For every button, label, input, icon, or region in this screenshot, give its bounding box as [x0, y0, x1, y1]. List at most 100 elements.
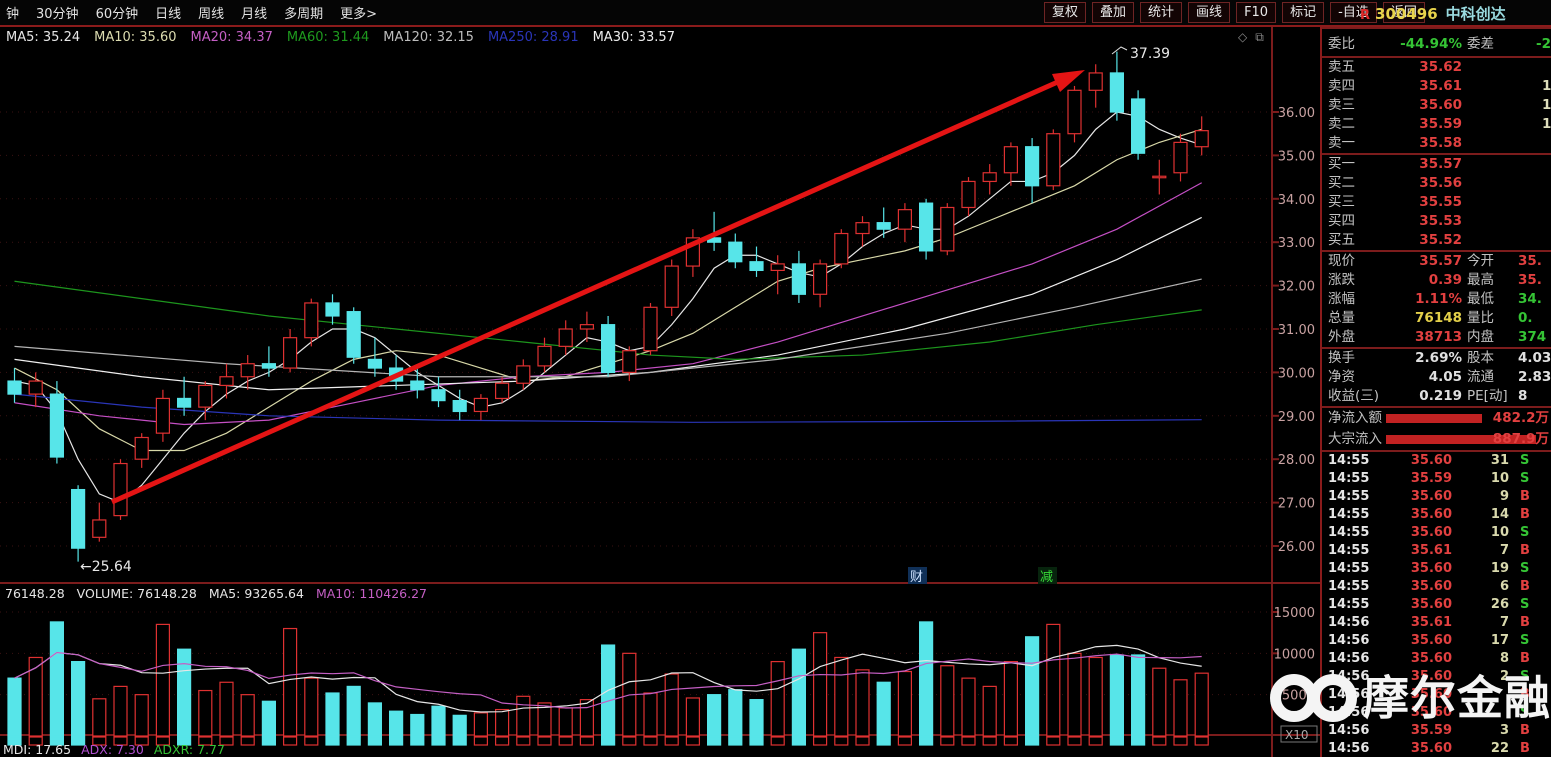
- info-label: 外盘: [1328, 329, 1355, 345]
- tick-volume: 19: [1490, 561, 1509, 576]
- toolbar-button-0[interactable]: 复权: [1044, 2, 1087, 23]
- info-value: 76148: [1415, 310, 1462, 326]
- info-label-2: 内盘: [1467, 329, 1494, 345]
- panel-row: 涨幅 1.11% 最低 34.: [1322, 290, 1551, 309]
- panel-row: 卖五 35.62: [1322, 58, 1551, 77]
- ask-qty: 1: [1542, 78, 1551, 94]
- lower-pane-bar: [113, 736, 128, 746]
- period-tab-2[interactable]: 60分钟: [95, 7, 139, 22]
- lower-pane-bar: [664, 736, 679, 746]
- candle-body: [240, 363, 255, 378]
- volume-bar: [1109, 654, 1125, 737]
- candle-body: [1024, 146, 1040, 187]
- volume-bar: [473, 712, 488, 737]
- volume-bar: [495, 708, 510, 737]
- toolbar-button-5[interactable]: 标记: [1282, 2, 1325, 23]
- lower-pane-bar: [600, 736, 616, 746]
- candle-body: [28, 380, 43, 395]
- toolbar-button-1[interactable]: 叠加: [1092, 2, 1135, 23]
- candle-body: [1109, 72, 1125, 113]
- volume-bar: [1088, 656, 1103, 737]
- window-icon[interactable]: ⧉: [1255, 30, 1264, 44]
- period-tab-0[interactable]: 钟: [6, 7, 20, 22]
- price-axis-label: 32.00: [1278, 280, 1315, 295]
- price-axis-label: 29.00: [1278, 410, 1315, 425]
- candle-body: [749, 261, 764, 272]
- panel-row: 委比 -44.94% 委差 -2: [1322, 33, 1551, 55]
- tick-price: 35.60: [1410, 741, 1452, 756]
- lower-pane-bar: [812, 736, 828, 746]
- volume-bar: [304, 677, 319, 737]
- period-tab-3[interactable]: 日线: [155, 7, 182, 22]
- tick-price: 35.60: [1410, 561, 1452, 576]
- ma-line-ma20: [14, 182, 1202, 426]
- toolbar-button-4[interactable]: F10: [1236, 2, 1277, 23]
- period-tab-6[interactable]: 多周期: [284, 7, 324, 22]
- tick-volume: 17: [1490, 633, 1509, 648]
- lower-pane-bar: [1067, 736, 1082, 746]
- candle-body: [7, 380, 22, 395]
- period-tab-1[interactable]: 30分钟: [36, 7, 79, 22]
- bid-price: 35.53: [1419, 213, 1462, 229]
- lower-pane-bar: [431, 736, 446, 746]
- tick-price: 35.59: [1410, 723, 1452, 738]
- ma-line-ma250: [14, 393, 1202, 423]
- tick-row: 14:56 35.60 B: [1322, 686, 1551, 704]
- candle-body: [113, 462, 128, 517]
- volume-bar: [283, 627, 298, 737]
- lower-pane-bar: [622, 736, 637, 746]
- tick-time: 14:56: [1328, 615, 1370, 630]
- candle-body: [70, 488, 86, 549]
- lower-pane-bar: [876, 736, 891, 746]
- tick-price: 35.60: [1410, 687, 1452, 702]
- price-axis-label: 28.00: [1278, 453, 1315, 468]
- info-value-2: 374: [1518, 329, 1547, 345]
- volume-bar: [346, 685, 361, 737]
- volume-bar: [49, 621, 65, 737]
- candle-body: [1130, 98, 1146, 154]
- candle-body: [304, 302, 319, 339]
- quote-panel: 委比 -44.94% 委差 -2 卖五 35.62 卖四 35.61 1 卖三 35.60 1 卖二 35…: [1320, 0, 1551, 757]
- lower-pane-bar: [177, 736, 192, 746]
- candle-body: [219, 376, 234, 387]
- panel-row: 涨跌 0.39 最高 35.: [1322, 271, 1551, 290]
- candle-body: [452, 400, 467, 413]
- flow-value: 482.2万: [1492, 410, 1549, 426]
- tick-row: 14:55 35.60 6 B: [1322, 578, 1551, 596]
- lower-pane-bar: [1130, 736, 1146, 746]
- volume-bar: [7, 677, 22, 737]
- diamond-icon[interactable]: ◇: [1238, 30, 1248, 44]
- indicator-label-1: ADX: 7.30: [81, 742, 144, 757]
- period-tab-5[interactable]: 月线: [241, 7, 268, 22]
- fin-value: 4.05: [1428, 369, 1462, 385]
- toolbar-button-7[interactable]: 返回: [1382, 2, 1425, 23]
- tick-price: 35.60: [1410, 489, 1452, 504]
- volume-bar: [28, 656, 43, 737]
- volume-multiplier: X10: [1280, 725, 1318, 743]
- ask-level-label: 卖一: [1328, 135, 1355, 151]
- lower-pane-bar: [410, 736, 425, 746]
- candle-body: [622, 350, 637, 374]
- tick-volume: 26: [1490, 597, 1509, 612]
- candle-body: [516, 365, 531, 384]
- toolbar-button-6[interactable]: -自选: [1330, 2, 1377, 23]
- lower-pane-bar: [452, 736, 467, 746]
- candle-body: [367, 358, 382, 369]
- fin-label: 换手: [1328, 350, 1355, 366]
- tick-price: 35.60: [1410, 525, 1452, 540]
- toolbar-button-3[interactable]: 画线: [1188, 2, 1231, 23]
- volume-bar: [177, 648, 192, 737]
- lower-pane-bar: [749, 736, 764, 746]
- fin-label-2: PE[动]: [1467, 388, 1508, 404]
- volume-bar: [1130, 654, 1146, 737]
- lower-pane-bar: [897, 736, 913, 746]
- volume-bar: [537, 702, 552, 737]
- price-axis-label: 31.00: [1278, 323, 1315, 338]
- tick-direction: S: [1520, 561, 1530, 576]
- lower-pane-bar: [1194, 736, 1209, 746]
- toolbar-button-2[interactable]: 统计: [1140, 2, 1183, 23]
- candle-body: [537, 345, 552, 367]
- period-tab-7[interactable]: 更多>: [340, 7, 378, 22]
- period-tab-4[interactable]: 周线: [198, 7, 225, 22]
